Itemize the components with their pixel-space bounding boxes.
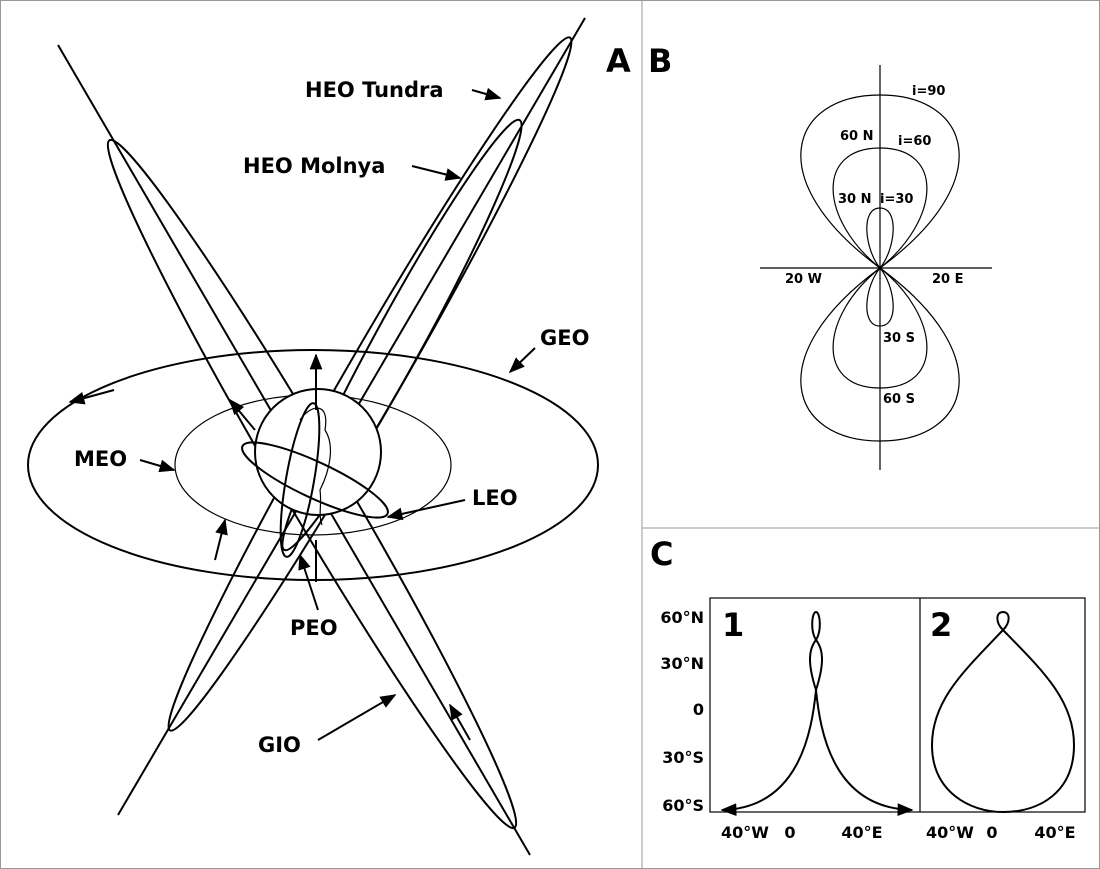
latitude-label: 30 N — [838, 192, 872, 207]
orbit-label: MEO — [74, 447, 127, 471]
pointer — [412, 166, 460, 178]
plot-frame — [710, 598, 1085, 812]
orbit-label: GEO — [540, 326, 589, 350]
orbit-diagram — [28, 18, 598, 855]
arrow — [215, 520, 225, 560]
panel-letter: C — [650, 535, 673, 573]
y-axis-label: 60°S — [662, 796, 704, 815]
ground-track-plots — [710, 598, 1085, 812]
orbit-label: HEO Molnya — [243, 154, 385, 178]
orbit-label: GIO — [258, 733, 301, 757]
y-axis-label: 60°N — [660, 608, 704, 627]
panel-letter: B — [648, 42, 672, 80]
longitude-label: 20 W — [785, 272, 822, 287]
longitude-label: 20 E — [932, 272, 964, 287]
y-axis-label: 0 — [693, 700, 704, 719]
x-axis-label: 40°E — [841, 823, 882, 842]
inclination-label: i=60 — [898, 134, 931, 149]
x-axis-label: 40°W — [721, 823, 769, 842]
latitude-label: 60 S — [883, 392, 915, 407]
subpanel-number: 1 — [722, 606, 744, 644]
orbit-label: LEO — [472, 486, 518, 510]
ground-track-plot — [760, 65, 992, 470]
track-1 — [816, 690, 912, 810]
orbit-label: HEO Tundra — [305, 78, 444, 102]
x-axis-label: 0 — [986, 823, 997, 842]
figure: A HEO Tundra HEO Molnya GEO MEO LEO PEO … — [0, 0, 1100, 869]
y-axis-label: 30°S — [662, 748, 704, 767]
latitude-label: 60 N — [840, 129, 874, 144]
latitude-label: 30 S — [883, 331, 915, 346]
y-axis-label: 30°N — [660, 654, 704, 673]
panel-letter: A — [606, 42, 631, 80]
orbit-label: PEO — [290, 616, 338, 640]
subpanel-number: 2 — [930, 606, 952, 644]
x-axis-label: 0 — [784, 823, 795, 842]
pointer — [140, 460, 174, 470]
pointer — [510, 348, 535, 372]
pointer — [388, 500, 465, 517]
x-axis-label: 40°E — [1034, 823, 1075, 842]
track-2 — [932, 612, 1074, 812]
frame — [1, 1, 1100, 869]
pointer — [472, 90, 500, 98]
pointer — [318, 695, 395, 740]
x-axis-label: 40°W — [926, 823, 974, 842]
inclination-label: i=30 — [880, 192, 913, 207]
inclination-label: i=90 — [912, 84, 945, 99]
